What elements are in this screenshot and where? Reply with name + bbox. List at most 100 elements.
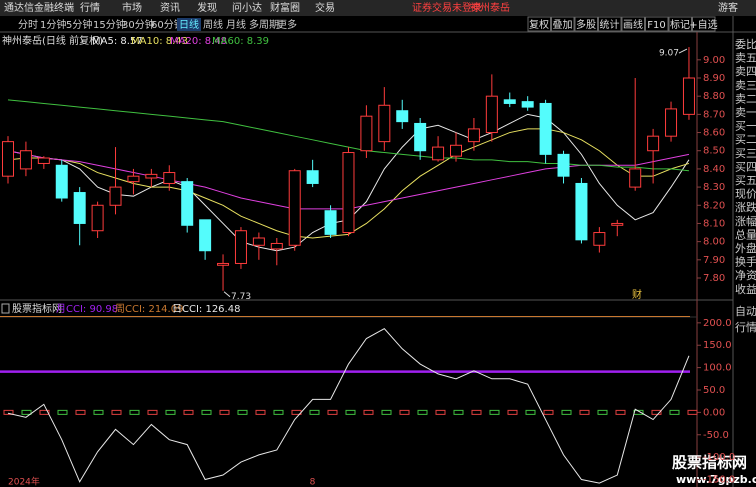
zero-marker	[147, 409, 158, 415]
zero-marker	[597, 409, 608, 415]
menu-item[interactable]: 资讯	[160, 2, 180, 14]
tool-button[interactable]: 标记	[670, 19, 690, 31]
candle-body	[611, 222, 624, 226]
y-tick-label: 8.50	[703, 146, 725, 157]
tool-button[interactable]: 多股	[576, 18, 596, 31]
y-tick-label: 150.0	[703, 340, 732, 351]
high-annotation: 9.07	[659, 49, 679, 59]
candle-body	[181, 181, 194, 226]
tool-button[interactable]: F10	[647, 20, 665, 31]
quote-label: 买一	[735, 120, 756, 133]
panel-tab[interactable]: 自动	[735, 305, 756, 318]
zero-marker	[561, 409, 572, 415]
zero-marker	[399, 409, 410, 415]
tool-button[interactable]: 统计	[600, 18, 620, 31]
zero-marker	[111, 409, 122, 415]
watermark-title: 股票指标网	[672, 454, 747, 472]
menu-bar	[0, 0, 756, 16]
candle-body	[55, 164, 68, 199]
y-tick-label: 8.90	[703, 73, 725, 84]
zero-marker	[165, 409, 176, 415]
zero-marker	[669, 409, 680, 415]
candle-body	[467, 128, 480, 143]
candle-body	[485, 95, 498, 134]
period-tab[interactable]: 月线	[226, 18, 246, 31]
candle-body	[593, 232, 606, 246]
tool-button-frame	[668, 16, 692, 32]
zero-marker	[273, 409, 284, 415]
zero-marker	[201, 409, 212, 415]
tool-button-frame	[621, 16, 645, 32]
period-tab[interactable]: 分时	[18, 19, 38, 31]
menu-item[interactable]: 市场	[122, 1, 142, 14]
quote-label: 买三	[735, 147, 756, 160]
zero-marker	[3, 409, 14, 415]
quote-label: 买五	[735, 174, 756, 187]
zero-marker	[687, 409, 698, 415]
quote-label: 卖三	[735, 79, 756, 92]
cci-line	[7, 328, 690, 484]
candle-body	[342, 152, 355, 234]
legend-entry: 周CCI: 214.09	[115, 303, 183, 315]
zero-marker	[327, 409, 338, 415]
candle-body	[37, 157, 50, 164]
y-tick-label: 8.10	[703, 218, 725, 229]
candle-body	[629, 168, 642, 188]
y-tick-label: 200.0	[703, 318, 732, 329]
quote-label: 外盘	[735, 241, 756, 255]
zero-marker	[129, 409, 140, 415]
tool-button[interactable]: 画线	[623, 18, 643, 31]
zero-marker	[345, 409, 356, 415]
tool-button-frame	[527, 16, 551, 32]
y-tick-label: 0.00	[703, 407, 725, 418]
period-tab[interactable]: 60分钟	[151, 18, 184, 31]
period-tab[interactable]: 多周期	[249, 18, 279, 31]
y-tick-label: 7.80	[703, 273, 725, 284]
candle-body	[682, 77, 695, 115]
period-tab[interactable]: 1分钟	[40, 18, 66, 31]
candle-body	[127, 175, 140, 183]
quote-label: 净资	[735, 268, 756, 282]
period-tab[interactable]: 日线	[179, 18, 199, 31]
annotation-arrow	[678, 48, 688, 54]
quote-label: 卖一	[735, 106, 756, 119]
candle-body	[109, 186, 122, 206]
y-tick-label: 8.30	[703, 182, 725, 193]
zero-marker	[219, 409, 230, 415]
zero-marker	[417, 409, 428, 415]
quote-label: 买二	[735, 133, 756, 146]
menu-item[interactable]: 发现	[197, 1, 217, 14]
period-tab[interactable]: 更多	[277, 18, 297, 31]
period-tab[interactable]: 5分钟	[66, 18, 92, 31]
zero-marker	[309, 409, 320, 415]
tool-button[interactable]: 叠加	[553, 19, 573, 31]
tool-button[interactable]: 复权	[529, 18, 549, 31]
y-tick-label: 7.90	[703, 255, 725, 266]
period-tab[interactable]: 周线	[203, 18, 223, 31]
tool-button-frame	[574, 16, 598, 32]
zero-marker	[21, 409, 32, 415]
login-status[interactable]: 证券交易未登录	[412, 1, 482, 14]
candle-body	[234, 230, 247, 264]
menu-item[interactable]: 财富圈	[270, 1, 300, 14]
legend-entry: 日CCI: 126.48	[172, 304, 240, 315]
legend-entry: MA5: 8.57	[92, 36, 143, 47]
quote-label: 总量	[735, 227, 756, 241]
candle-body	[647, 135, 660, 152]
candle-body	[252, 237, 265, 246]
zero-marker	[579, 409, 590, 415]
menu-item[interactable]: 行情	[80, 1, 100, 14]
candle-body	[432, 146, 445, 161]
menu-item[interactable]: 交易	[315, 1, 335, 14]
period-tab[interactable]: 15分钟	[93, 18, 126, 31]
tool-button[interactable]: +自选	[689, 18, 717, 31]
tool-button-frame	[692, 16, 716, 32]
panel-tab[interactable]: 行情	[735, 321, 756, 334]
candle-body	[557, 153, 570, 177]
period-tab[interactable]: 30分钟	[122, 18, 155, 31]
quote-label: 涨幅	[735, 215, 756, 228]
user[interactable]: 游客	[718, 1, 738, 14]
zero-marker	[543, 409, 554, 415]
menu-item[interactable]: 问小达	[232, 1, 262, 14]
